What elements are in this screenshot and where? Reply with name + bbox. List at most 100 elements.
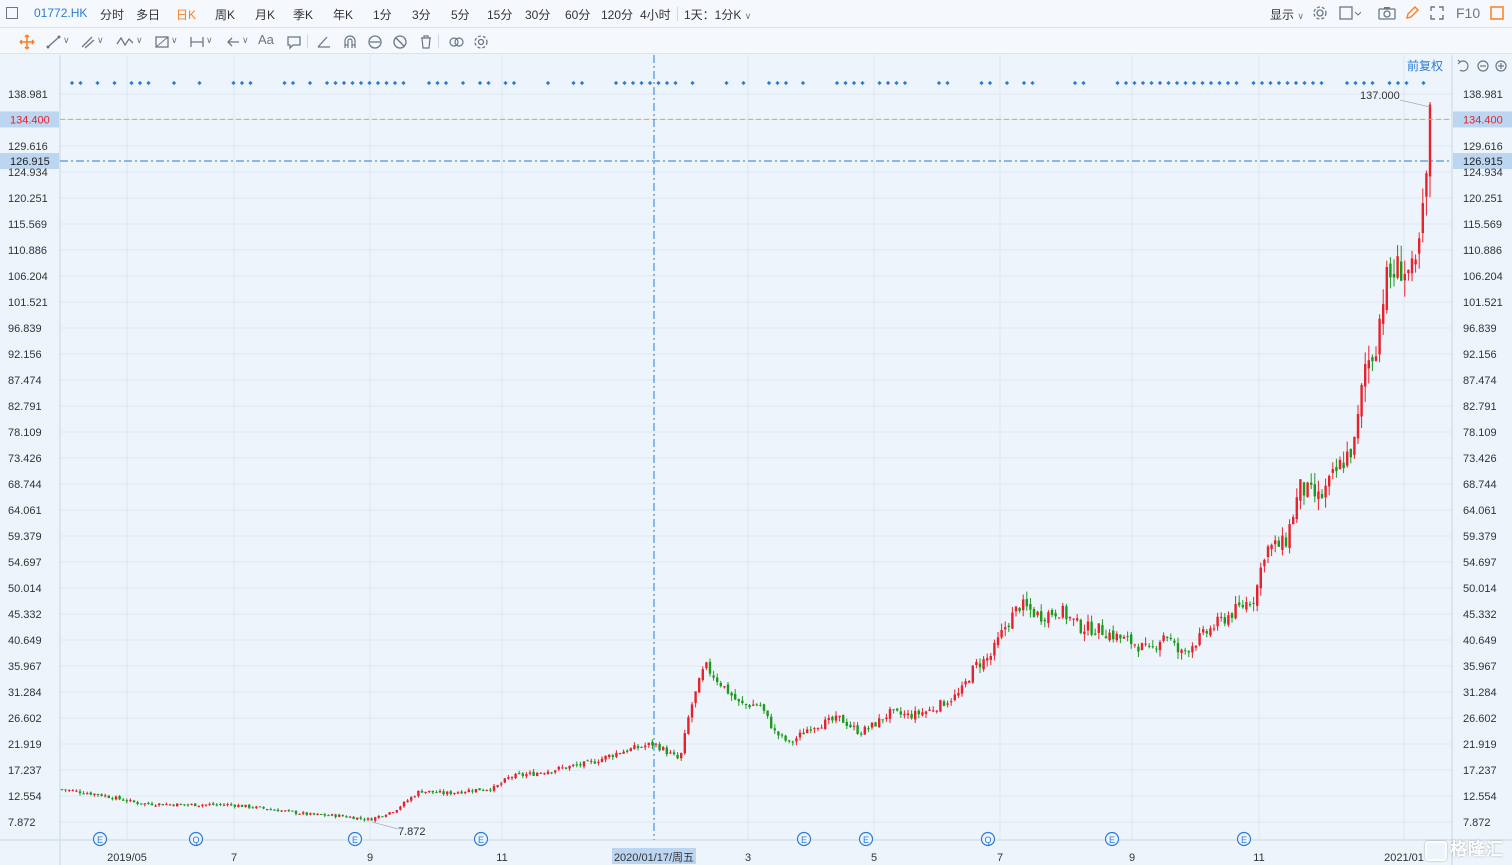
undo-icon[interactable] [1457, 59, 1469, 72]
period-tab[interactable]: 分时 [100, 8, 125, 22]
candle-body [1421, 203, 1424, 234]
candle-body [496, 785, 499, 787]
price-annotations: 137.000 7.872 [371, 90, 1431, 838]
candle-body [546, 771, 550, 775]
period-tab[interactable]: 4小时 [640, 8, 671, 22]
adjust-mode-label[interactable]: 前复权 [1407, 58, 1443, 73]
lock-toggle-icon[interactable] [365, 33, 395, 51]
candle-body [111, 798, 114, 800]
period-tab[interactable]: 日K [176, 8, 197, 22]
candle-body [1284, 537, 1288, 547]
y-tick-label: 115.569 [8, 219, 47, 231]
candle-body [1061, 605, 1064, 618]
candle-body [1187, 651, 1190, 653]
pencil-icon[interactable] [1404, 5, 1422, 23]
symbol-label[interactable]: 01772.HK [34, 6, 88, 20]
candle-body [248, 804, 251, 808]
candle-body [543, 773, 546, 775]
candle-body [755, 704, 758, 706]
candle-body [658, 744, 661, 751]
arrow-tool-icon[interactable]: ∨ [223, 33, 253, 51]
candle-body [510, 777, 514, 779]
channel-tool-icon[interactable]: ∨ [78, 33, 108, 51]
candle-body [1227, 615, 1230, 625]
period-tab[interactable]: 30分 [525, 8, 551, 22]
candle-body [244, 804, 247, 807]
y-tick-label: 40.649 [8, 635, 42, 647]
zoom-in-icon[interactable] [1495, 60, 1507, 72]
candle-body [237, 805, 240, 808]
period-tab[interactable]: 3分 [412, 8, 431, 22]
candle-body [1191, 646, 1194, 653]
candle-body [64, 789, 67, 791]
multi-period-select[interactable]: 1天：1分K ∨ [684, 6, 751, 23]
drawing-settings-icon[interactable] [471, 33, 501, 51]
candle-body [1414, 259, 1417, 265]
magnet-icon[interactable] [340, 33, 370, 51]
candle-body [532, 771, 535, 776]
period-tab[interactable]: 5分 [451, 8, 470, 22]
text-tool-icon[interactable]: Aa [258, 32, 274, 47]
candle-body [1302, 482, 1306, 496]
measure-tool-icon[interactable]: ∨ [152, 33, 182, 51]
window-icon[interactable] [1489, 5, 1507, 23]
candle-body [1176, 643, 1180, 653]
x-tick-label: 7 [231, 852, 237, 864]
move-tool-icon[interactable] [16, 33, 46, 51]
candle-body [626, 750, 629, 752]
trash-icon[interactable] [416, 33, 446, 51]
period-tab[interactable]: 15分 [487, 8, 513, 22]
period-tab[interactable]: 多日 [136, 8, 161, 22]
visibility-icon[interactable] [445, 33, 475, 51]
range-tool-icon[interactable]: ∨ [187, 33, 217, 51]
candle-body [356, 817, 359, 820]
period-tab[interactable]: 月K [255, 8, 276, 22]
line-tool-icon[interactable]: ∨ [44, 33, 74, 51]
y-tick-label: 17.237 [1463, 765, 1497, 777]
period-tab[interactable]: 季K [293, 8, 314, 22]
comment-tool-icon[interactable] [284, 33, 314, 51]
candle-body [1385, 267, 1388, 310]
layout-icon[interactable] [1339, 5, 1362, 23]
candle-body [381, 816, 384, 818]
candle-body [604, 755, 607, 760]
fullscreen-icon[interactable] [1429, 5, 1447, 23]
candle-body [1410, 258, 1414, 274]
f10-button[interactable]: F10 [1456, 5, 1481, 21]
angle-tool-icon[interactable] [314, 33, 344, 51]
candle-body [1328, 475, 1331, 487]
candle-body [1043, 619, 1046, 622]
toggle-panel-icon[interactable] [6, 7, 18, 19]
signal-dot [239, 80, 245, 86]
candlestick-chart[interactable]: 134.400 134.400 126.915 126.915 138.981 129.… [0, 55, 1512, 865]
candle-body [327, 815, 330, 817]
candle-body [1068, 617, 1072, 619]
candle-body [1270, 544, 1273, 550]
settings-icon[interactable] [1312, 5, 1330, 23]
period-tab[interactable]: 年K [333, 8, 354, 22]
candle-body [849, 724, 852, 727]
period-tab[interactable]: 周K [215, 8, 236, 22]
period-tab[interactable]: 120分 [601, 8, 634, 22]
hide-drawings-icon[interactable] [390, 33, 420, 51]
camera-icon[interactable] [1378, 5, 1396, 23]
multi-period-label: 1天：1分K [684, 8, 742, 22]
candle-body [1029, 603, 1032, 610]
event-marker-label: E [801, 835, 807, 845]
y-tick-label: 45.332 [1463, 609, 1497, 621]
candle-body [276, 809, 280, 812]
wave-tool-icon[interactable]: ∨ [114, 33, 144, 51]
candle-body [536, 772, 539, 776]
candle-body [514, 773, 517, 779]
zoom-out-icon[interactable] [1477, 60, 1489, 72]
y-tick-label: 110.886 [8, 245, 47, 257]
period-tab[interactable]: 60分 [565, 8, 591, 22]
event-marker [188, 831, 204, 847]
candle-body [75, 790, 78, 792]
y-tick-label: 17.237 [8, 765, 42, 777]
candle-body [950, 701, 953, 703]
period-tab[interactable]: 1分 [373, 8, 392, 22]
candle-body [683, 733, 686, 754]
display-menu[interactable]: 显示 ∨ [1270, 6, 1304, 23]
candle-body [363, 819, 366, 821]
